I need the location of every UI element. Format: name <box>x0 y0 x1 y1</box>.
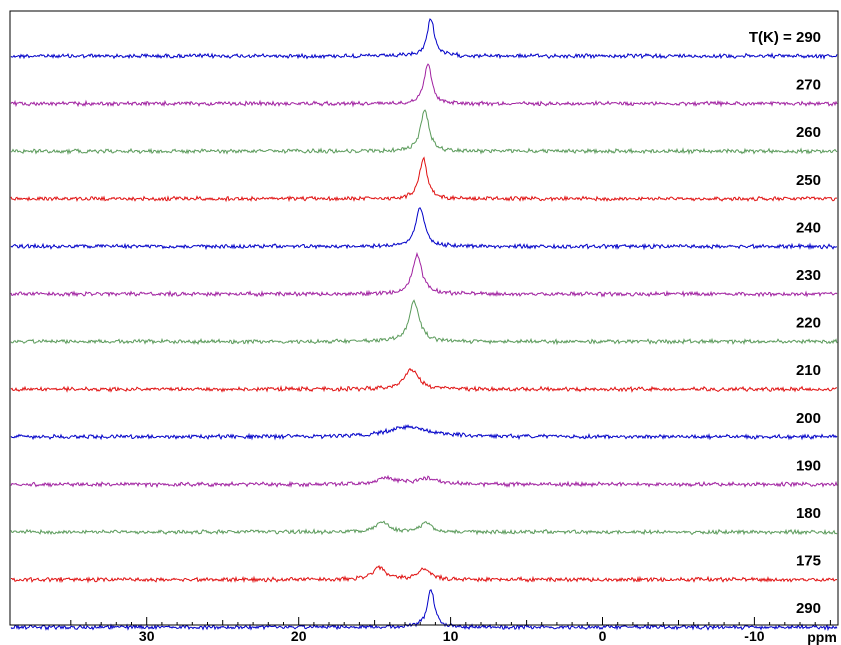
spectrum-trace-10 <box>10 520 838 536</box>
spectrum-trace-1 <box>10 63 838 108</box>
trace-labels: T(K) = 290 270 260 250 240 230 220 210 200 190 180… <box>749 29 821 617</box>
trace-label-5: 230 <box>796 267 821 284</box>
spectrum-trace-5 <box>10 251 838 298</box>
spectrum-trace-3 <box>10 156 838 203</box>
trace-label-11: 175 <box>796 553 821 570</box>
spectrum-trace-6 <box>10 299 838 346</box>
trace-label-8: 200 <box>796 410 821 427</box>
spectrum-trace-12 <box>10 589 838 632</box>
spectrum-trace-9 <box>10 474 838 489</box>
trace-label-3: 250 <box>796 172 821 189</box>
x-tick-label-4: -10 <box>744 628 764 644</box>
x-tick-label-2: 10 <box>443 628 459 644</box>
trace-label-1: 270 <box>796 77 821 94</box>
spectra-traces <box>10 18 838 632</box>
x-axis-label: ppm <box>807 629 837 645</box>
spectrum-trace-11 <box>11 564 838 584</box>
spectrum-trace-8 <box>10 424 838 441</box>
plot-frame <box>9 10 839 626</box>
trace-label-6: 220 <box>796 315 821 332</box>
x-axis-ticks: 30 20 10 0 -10 <box>70 617 831 644</box>
trace-label-4: 240 <box>796 219 821 236</box>
trace-label-2: 260 <box>796 124 821 141</box>
x-tick-label-0: 30 <box>139 628 155 644</box>
trace-label-10: 180 <box>796 505 821 522</box>
x-tick-label-3: 0 <box>599 628 607 644</box>
spectrum-trace-2 <box>10 109 838 156</box>
trace-label-0: T(K) = 290 <box>749 29 821 46</box>
trace-label-9: 190 <box>796 457 821 474</box>
spectrum-trace-4 <box>10 207 837 251</box>
trace-label-12: 290 <box>796 600 821 617</box>
spectrum-trace-7 <box>10 367 838 393</box>
spectrum-trace-0 <box>10 18 838 60</box>
trace-label-7: 210 <box>796 362 821 379</box>
x-tick-label-1: 20 <box>291 628 307 644</box>
